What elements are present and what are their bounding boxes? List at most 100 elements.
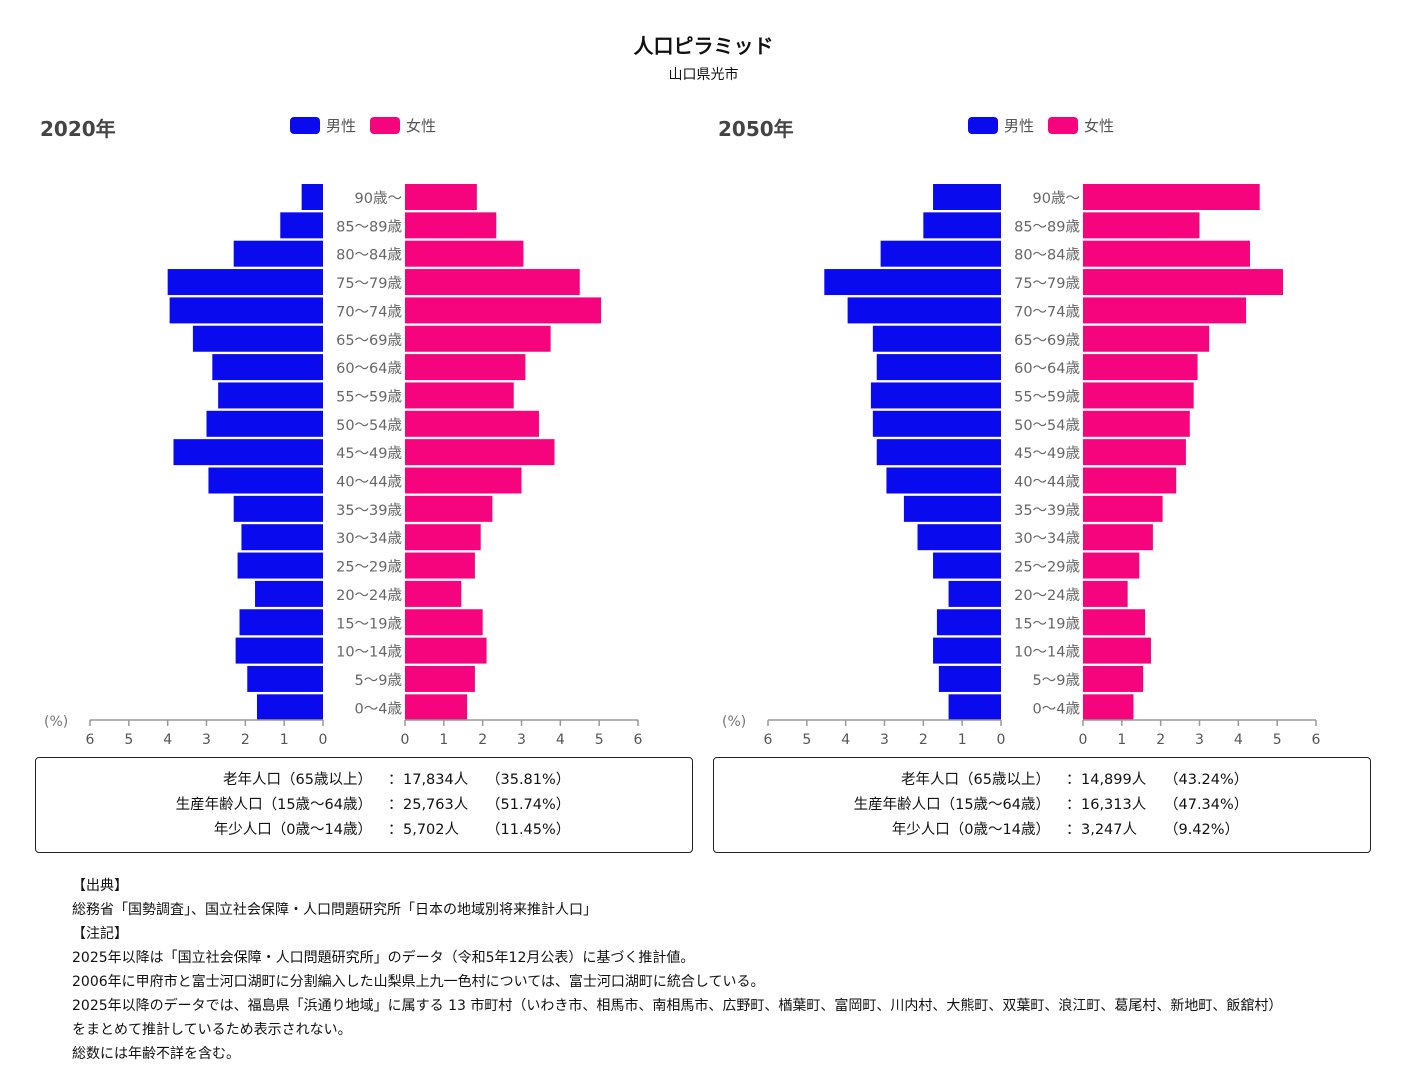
tick-label: 4	[841, 732, 850, 748]
female-bar	[1083, 240, 1250, 267]
age-group-label: 5〜9歳	[355, 672, 402, 689]
note-heading-source: 【出典】	[72, 878, 128, 894]
age-group-label: 90歳〜	[1033, 190, 1080, 207]
summary-count: 5,702人	[403, 822, 460, 838]
tick-label: 3	[517, 732, 526, 748]
male-bar	[212, 354, 323, 381]
female-bar	[405, 467, 522, 494]
female-bar	[1083, 552, 1140, 579]
age-group-label: 45〜49歳	[336, 445, 402, 462]
tick-label: 2	[919, 732, 928, 748]
legend-female-label: 女性	[1084, 117, 1114, 135]
age-group-label: 75〜79歳	[1014, 275, 1080, 292]
age-group-label: 45〜49歳	[1014, 445, 1080, 462]
age-group-label: 0〜4歳	[1033, 700, 1080, 717]
age-group-label: 0〜4歳	[355, 700, 402, 717]
age-group-label: 25〜29歳	[336, 559, 402, 576]
age-group-label: 25〜29歳	[1014, 559, 1080, 576]
male-bar	[241, 524, 323, 551]
tick-label: 5	[124, 732, 133, 748]
tick-label: 1	[439, 732, 448, 748]
summary-colon: ：	[388, 797, 403, 813]
tick-label: 0	[1079, 732, 1088, 748]
age-group-label: 60〜64歳	[1014, 360, 1080, 377]
age-group-label: 70〜74歳	[1014, 303, 1080, 320]
summary-label: 年少人口（0歳〜14歳）	[213, 822, 372, 838]
female-bar	[405, 609, 483, 636]
summary-label: 生産年齢人口（15歳〜64歳）	[853, 797, 1050, 813]
summary-box-2050: 老年人口（65歳以上） ： 14,899人 （43.24%） 生産年齢人口（15…	[713, 757, 1371, 853]
female-bar	[405, 269, 580, 296]
tick-label: 6	[1312, 732, 1321, 748]
note-line: 2025年以降のデータでは、福島県「浜通り地域」に属する 13 市町村（いわき市…	[72, 998, 1283, 1014]
legend-female-swatch	[370, 117, 400, 134]
male-bar	[169, 297, 323, 324]
male-bar	[233, 495, 323, 522]
legend-male-swatch	[290, 117, 320, 134]
male-bar	[192, 325, 323, 352]
age-group-label: 40〜44歳	[336, 474, 402, 491]
male-bar	[824, 269, 1001, 296]
male-bar	[167, 269, 323, 296]
age-group-label: 55〜59歳	[336, 388, 402, 405]
age-group-label: 80〜84歳	[1014, 247, 1080, 264]
note-line: 総数には年齢不詳を含む。	[72, 1046, 240, 1062]
summary-count: 16,313人	[1081, 797, 1147, 813]
summary-percent: （11.45%）	[486, 822, 571, 838]
female-bar	[405, 297, 602, 324]
male-bar	[933, 552, 1001, 579]
male-bar	[872, 410, 1001, 437]
male-bar	[235, 637, 323, 664]
age-group-label: 85〜89歳	[1014, 218, 1080, 235]
tick-label: 3	[1195, 732, 1204, 748]
summary-row-working: 生産年齢人口（15歳〜64歳） ： 16,313人 （47.34%）	[714, 793, 1370, 818]
tick-label: 6	[86, 732, 95, 748]
tick-label: 0	[997, 732, 1006, 748]
female-bar	[1083, 297, 1247, 324]
male-bar	[847, 297, 1001, 324]
legend-male-label: 男性	[326, 117, 356, 135]
summary-count: 3,247人	[1081, 822, 1138, 838]
summary-row-elderly: 老年人口（65歳以上） ： 14,899人 （43.24%）	[714, 768, 1370, 793]
tick-label: 5	[802, 732, 811, 748]
tick-label: 4	[163, 732, 172, 748]
note-heading-remarks: 【注記】	[72, 926, 128, 942]
female-bar	[1083, 212, 1200, 239]
chart-subtitle: 山口県光市	[668, 67, 739, 83]
male-bar	[206, 410, 323, 437]
female-bar	[1083, 184, 1260, 210]
female-bar	[405, 325, 551, 352]
note-line: 2025年以降は「国立社会保障・人口問題研究所」のデータ（令和5年12月公表）に…	[72, 950, 695, 966]
age-group-label: 15〜19歳	[1014, 615, 1080, 632]
female-bar	[1083, 467, 1177, 494]
male-bar	[923, 212, 1001, 239]
summary-colon: ：	[388, 822, 403, 838]
male-bar	[233, 240, 323, 267]
age-group-label: 85〜89歳	[336, 218, 402, 235]
age-group-label: 15〜19歳	[336, 615, 402, 632]
age-group-label: 10〜14歳	[336, 644, 402, 661]
age-group-label: 90歳〜	[355, 190, 402, 207]
summary-label: 生産年齢人口（15歳〜64歳）	[175, 797, 372, 813]
female-bar	[405, 354, 526, 381]
male-bar	[218, 382, 323, 409]
legend-female-swatch	[1048, 117, 1078, 134]
male-bar	[903, 495, 1001, 522]
age-group-label: 65〜69歳	[1014, 332, 1080, 349]
age-group-label: 70〜74歳	[336, 303, 402, 320]
male-bar	[938, 665, 1001, 692]
tick-label: 3	[202, 732, 211, 748]
male-bar	[280, 212, 323, 239]
age-group-label: 40〜44歳	[1014, 474, 1080, 491]
summary-box-2020: 老年人口（65歳以上） ： 17,834人 （35.81%） 生産年齢人口（15…	[35, 757, 693, 853]
summary-percent: （47.34%）	[1164, 797, 1249, 813]
tick-label: 2	[241, 732, 250, 748]
male-bar	[239, 609, 323, 636]
age-group-label: 65〜69歳	[336, 332, 402, 349]
chart-title: 人口ピラミッド	[633, 34, 774, 58]
age-group-label: 35〜39歳	[1014, 502, 1080, 519]
legend-male-swatch	[968, 117, 998, 134]
tick-label: 4	[556, 732, 565, 748]
summary-percent: （9.42%）	[1164, 822, 1240, 838]
female-bar	[1083, 354, 1198, 381]
